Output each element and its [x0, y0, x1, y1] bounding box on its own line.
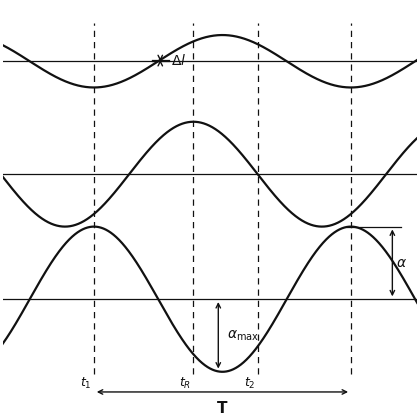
Text: $t_2$: $t_2$: [244, 376, 256, 391]
Text: $t_R$: $t_R$: [179, 376, 192, 391]
Text: $\mathbf{T}$: $\mathbf{T}$: [216, 400, 228, 416]
Text: $t_1$: $t_1$: [80, 376, 92, 391]
Text: $\alpha_{\rm max}$: $\alpha_{\rm max}$: [226, 328, 259, 342]
Text: $\Delta l$: $\Delta l$: [171, 53, 186, 68]
Text: $\alpha$: $\alpha$: [396, 256, 407, 270]
